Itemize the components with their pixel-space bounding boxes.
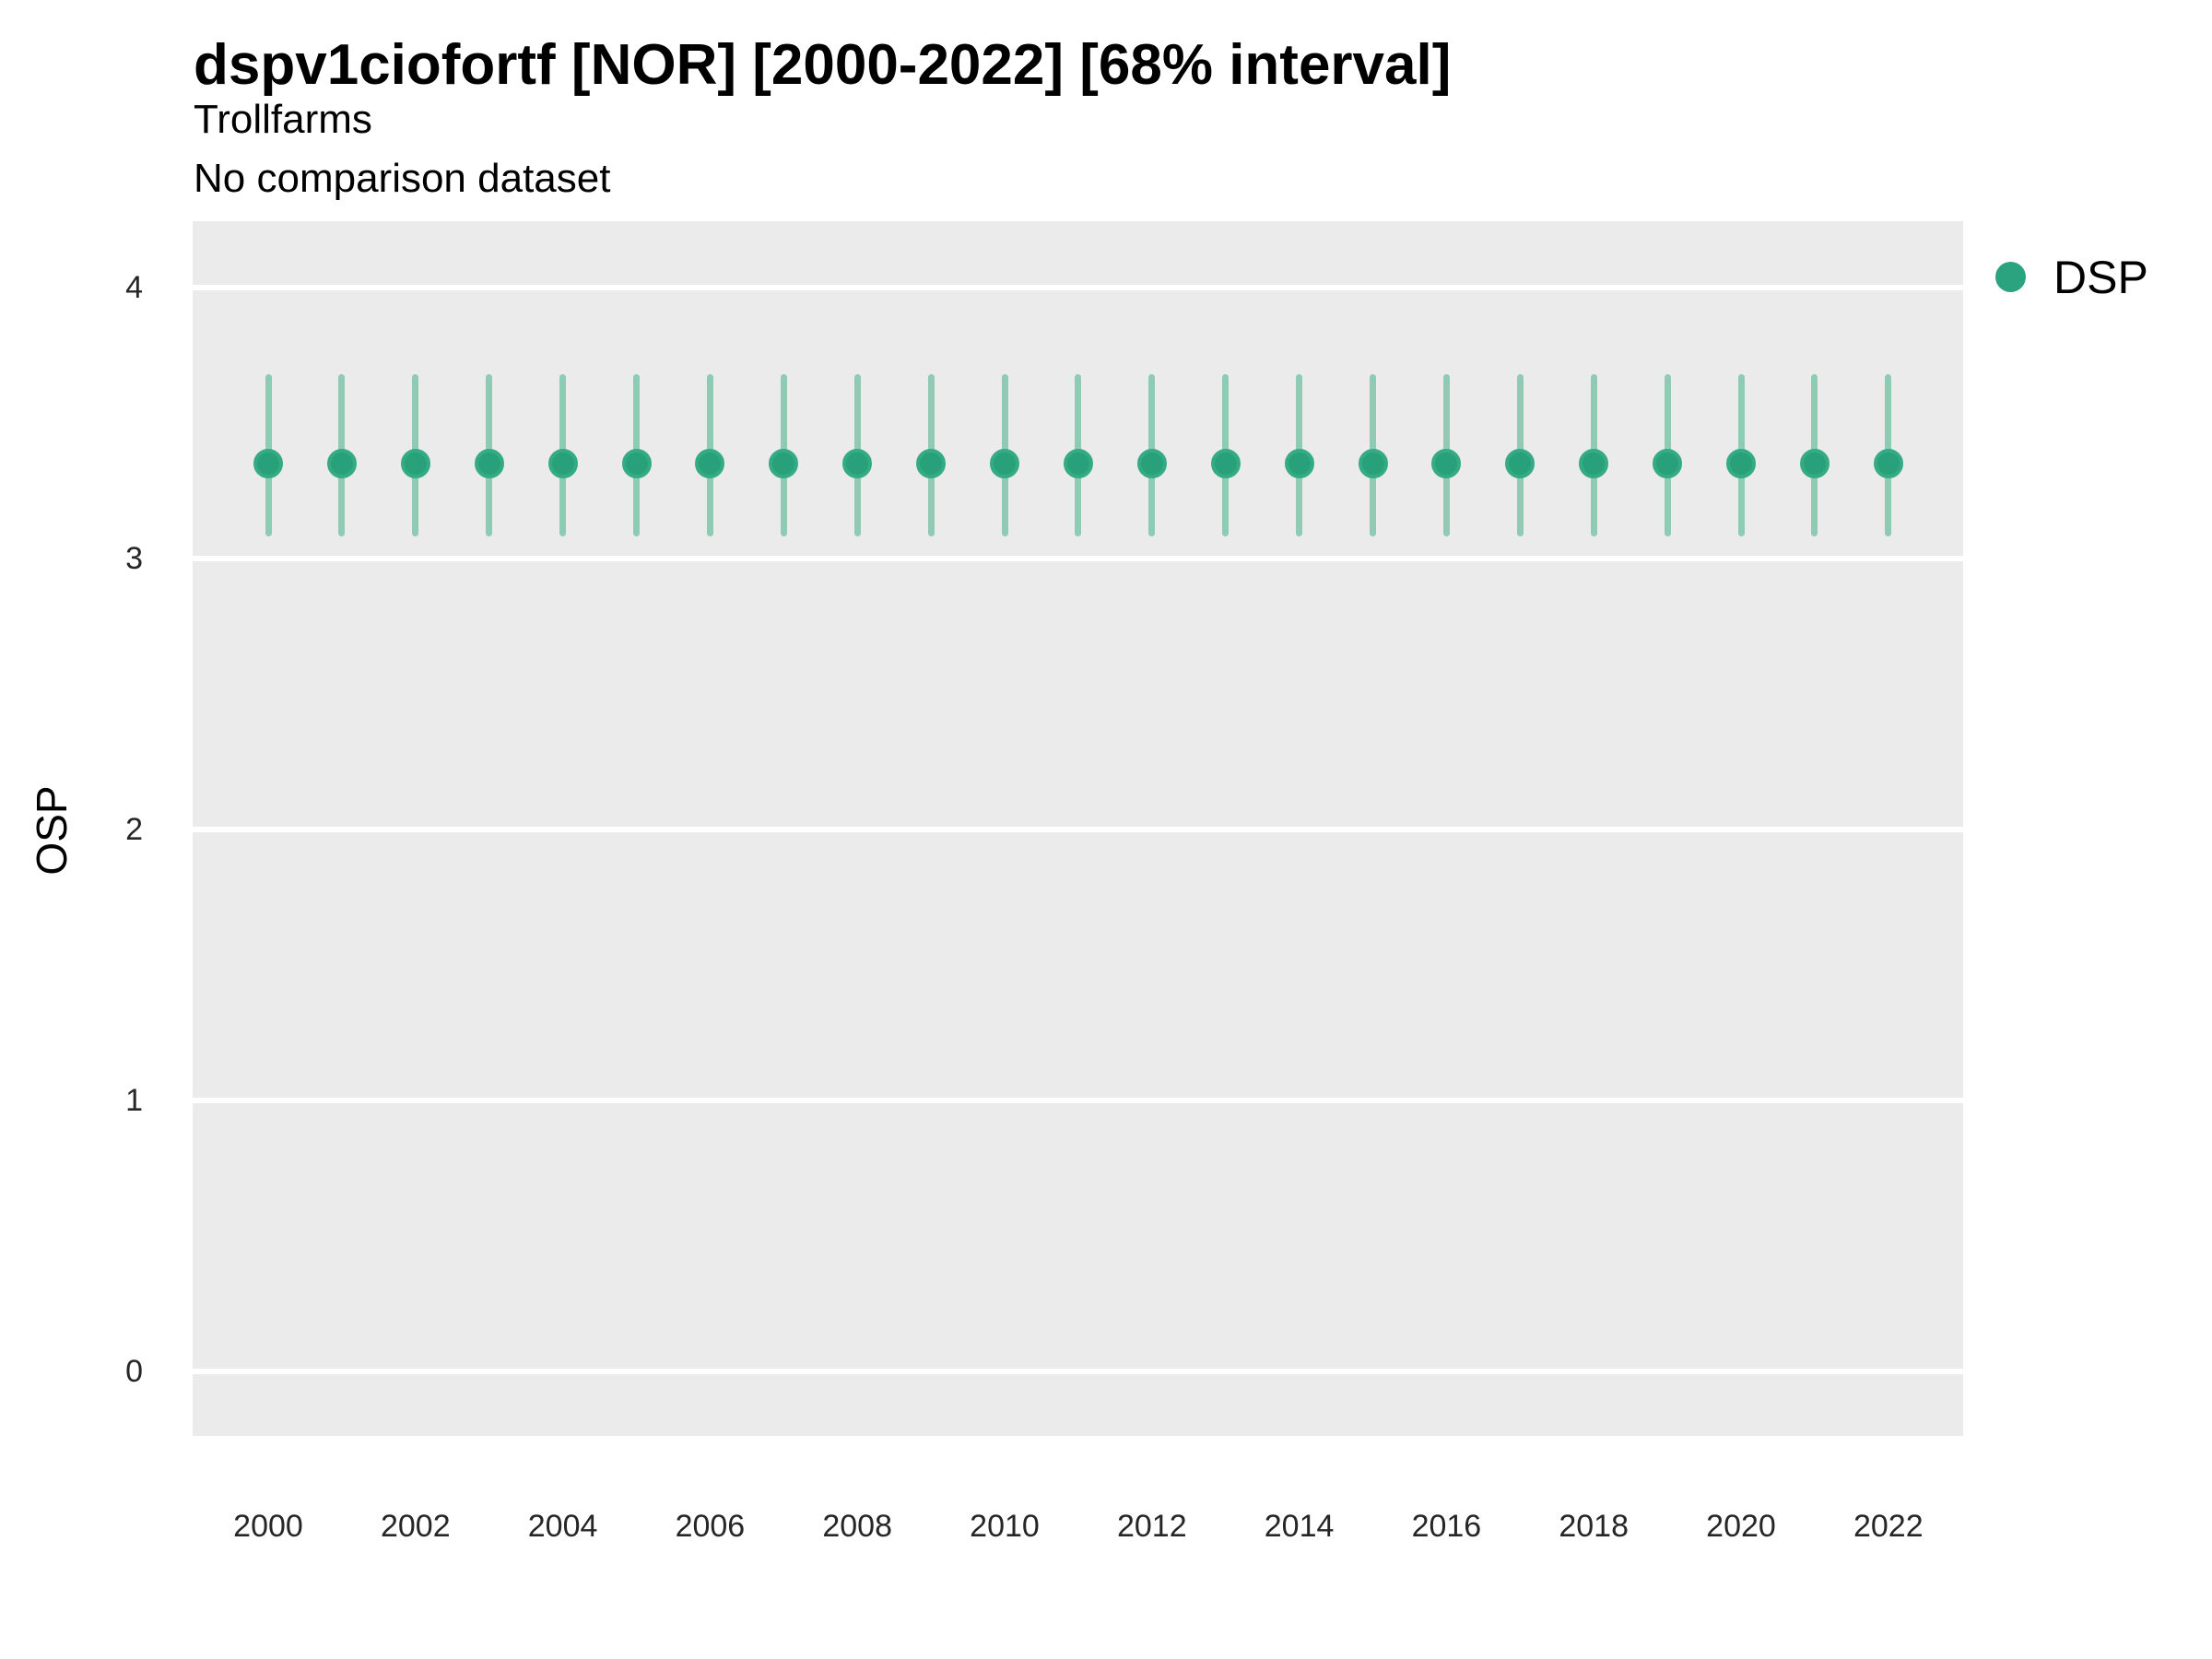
- point-estimate-2005: [621, 449, 652, 479]
- x-tick-label-2010: 2010: [970, 1509, 1040, 1544]
- gridline-y-3: [193, 556, 1963, 561]
- legend-label-dsp: DSP: [2053, 252, 2148, 303]
- y-tick-label-4: 4: [125, 270, 143, 305]
- x-tick-label-2004: 2004: [527, 1509, 598, 1544]
- gridline-y-1: [193, 1098, 1963, 1103]
- point-estimate-2014: [1284, 449, 1314, 479]
- y-tick-label-1: 1: [125, 1083, 143, 1118]
- point-estimate-2011: [1063, 449, 1093, 479]
- point-estimate-2016: [1431, 449, 1462, 479]
- x-tick-label-2000: 2000: [233, 1509, 303, 1544]
- point-estimate-2015: [1358, 449, 1388, 479]
- x-tick-label-2014: 2014: [1264, 1509, 1335, 1544]
- x-tick-label-2022: 2022: [1853, 1509, 1924, 1544]
- point-estimate-2004: [547, 449, 578, 479]
- point-estimate-2013: [1210, 449, 1241, 479]
- point-estimate-2000: [253, 449, 283, 479]
- point-estimate-2021: [1799, 449, 1830, 479]
- x-tick-label-2008: 2008: [822, 1509, 892, 1544]
- y-tick-label-3: 3: [125, 541, 143, 576]
- point-estimate-2022: [1873, 449, 1903, 479]
- point-estimate-2017: [1505, 449, 1535, 479]
- point-estimate-2010: [990, 449, 1019, 479]
- x-tick-label-2002: 2002: [380, 1509, 451, 1544]
- x-tick-label-2018: 2018: [1559, 1509, 1629, 1544]
- gridline-y-4: [193, 285, 1963, 290]
- point-estimate-2018: [1579, 449, 1609, 479]
- point-estimate-2007: [769, 449, 799, 479]
- point-estimate-2002: [400, 449, 430, 479]
- chart-subtitle: Trollfarms: [194, 97, 372, 142]
- y-tick-label-2: 2: [125, 812, 143, 847]
- point-estimate-2001: [326, 449, 357, 479]
- legend-swatch-dsp: [1995, 262, 2026, 292]
- point-estimate-2012: [1136, 449, 1167, 479]
- point-estimate-2019: [1653, 449, 1683, 479]
- plot-panel: [193, 221, 1963, 1436]
- comparison-note: No comparison dataset: [194, 156, 611, 201]
- legend-box: DSP: [1989, 249, 2212, 306]
- x-tick-label-2020: 2020: [1706, 1509, 1776, 1544]
- point-estimate-2003: [474, 449, 504, 479]
- x-tick-label-2012: 2012: [1116, 1509, 1187, 1544]
- point-estimate-2006: [695, 449, 725, 479]
- x-tick-label-2016: 2016: [1411, 1509, 1482, 1544]
- point-estimate-2009: [916, 449, 947, 479]
- point-estimate-2020: [1726, 449, 1756, 479]
- point-estimate-2008: [842, 449, 873, 479]
- page-title: dspv1ciofortf [NOR] [2000-2022] [68% int…: [194, 33, 1452, 97]
- gridline-y-0: [193, 1369, 1963, 1374]
- x-tick-label-2006: 2006: [675, 1509, 746, 1544]
- gridline-y-2: [193, 827, 1963, 832]
- y-tick-label-0: 0: [125, 1354, 143, 1389]
